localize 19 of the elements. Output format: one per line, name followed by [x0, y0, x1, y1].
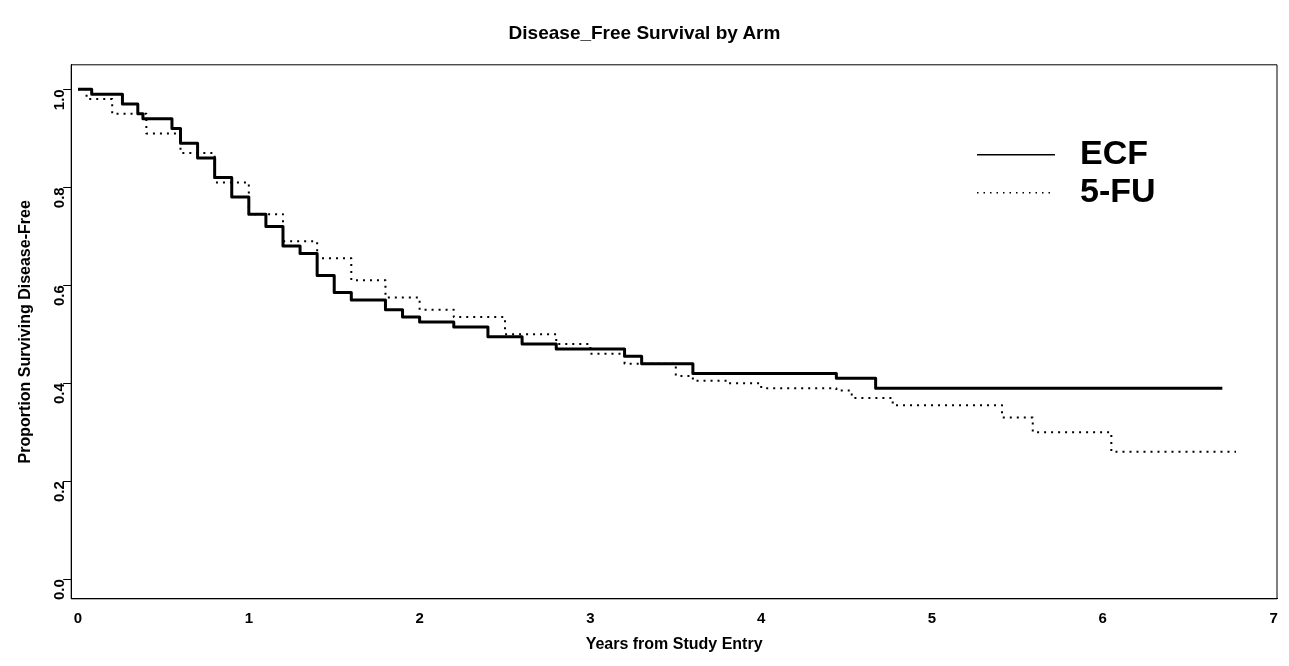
legend-label: ECF — [1080, 133, 1148, 172]
y-tick-label: 0.8 — [50, 187, 68, 209]
x-tick-label: 5 — [927, 608, 937, 626]
legend-label: 5-FU — [1080, 171, 1156, 210]
y-tick-label: 0.4 — [50, 382, 68, 405]
x-axis-title: Years from Study Entry — [585, 634, 763, 652]
y-tick-label: 0.0 — [50, 579, 68, 601]
x-tick-label: 7 — [1269, 608, 1278, 626]
x-tick-label: 1 — [244, 608, 253, 626]
y-tick-label: 1.0 — [50, 89, 68, 111]
x-tick-label: 4 — [757, 608, 767, 626]
y-tick-label: 0.6 — [50, 285, 68, 307]
y-axis-title: Proportion Surviving Disease-Free — [16, 200, 34, 464]
x-tick-label: 6 — [1098, 608, 1107, 626]
x-tick-label: 2 — [415, 608, 424, 626]
chart-title: Disease_Free Survival by Arm — [508, 21, 781, 43]
y-tick-label: 0.2 — [50, 481, 68, 503]
x-tick-label: 0 — [73, 608, 83, 626]
x-tick-label: 3 — [586, 608, 595, 626]
